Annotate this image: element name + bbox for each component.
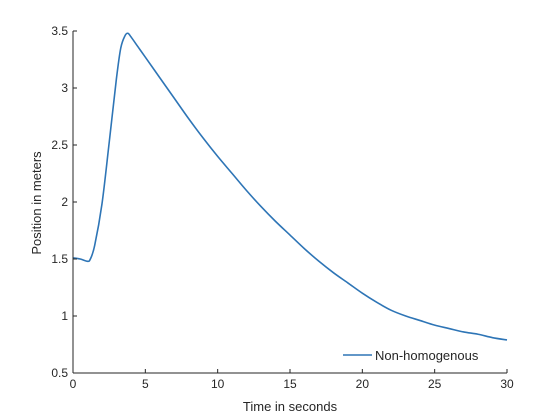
y-tick-label: 3.5 <box>51 24 68 38</box>
y-tick-label: 2.5 <box>51 138 68 152</box>
x-tick-label: 10 <box>211 377 225 391</box>
x-tick-label: 0 <box>70 377 77 391</box>
y-tick-label: 1 <box>61 309 68 323</box>
y-tick-label: 2 <box>61 195 68 209</box>
y-axis-label: Position in meters <box>29 151 44 255</box>
x-tick-label: 25 <box>428 377 442 391</box>
y-tick-label: 1.5 <box>51 252 68 266</box>
plot-area <box>72 32 508 341</box>
x-axis-label: Time in seconds <box>243 399 338 414</box>
y-tick-label: 0.5 <box>51 366 68 380</box>
series-line-0 <box>72 32 508 341</box>
legend: Non-homogenous <box>343 348 479 363</box>
x-tick-label: 5 <box>142 377 149 391</box>
legend-label: Non-homogenous <box>375 348 479 363</box>
x-tick-label: 20 <box>356 377 370 391</box>
x-tick-label: 30 <box>500 377 514 391</box>
y-tick-label: 3 <box>61 81 68 95</box>
x-tick-label: 15 <box>283 377 297 391</box>
axes: 0 5 10 15 20 25 30 0.5 1 1.5 2 2.5 3 3.5 <box>51 24 514 391</box>
